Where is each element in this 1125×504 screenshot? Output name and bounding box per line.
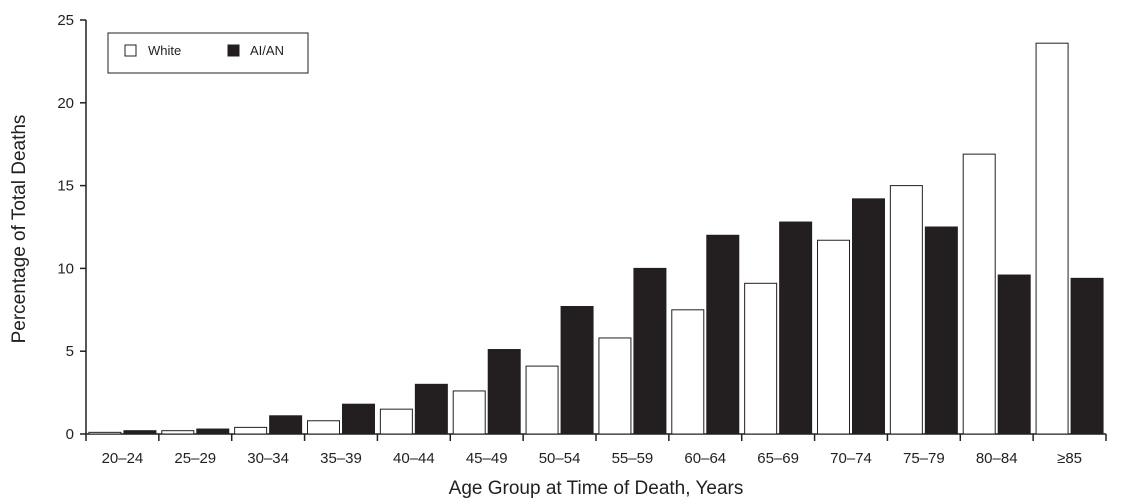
legend-swatch-aian xyxy=(227,44,240,57)
y-tick-label: 0 xyxy=(66,426,74,443)
bar-aian xyxy=(414,383,448,435)
x-tick-label: 30–34 xyxy=(247,450,289,467)
bar-aian xyxy=(1070,277,1104,435)
bar-aian xyxy=(196,428,230,435)
bar-white xyxy=(817,239,850,435)
bar-aian xyxy=(123,430,157,435)
y-ticks: 0 5 10 15 20 25 xyxy=(57,12,86,443)
y-tick-label: 10 xyxy=(57,260,74,277)
y-tick-label: 25 xyxy=(57,12,74,29)
legend-swatch-white xyxy=(124,44,137,57)
bar-aian xyxy=(560,305,594,435)
bar-white xyxy=(379,408,413,435)
x-tick-label: 70–74 xyxy=(830,450,872,467)
x-axis-title: Age Group at Time of Death, Years xyxy=(449,478,744,499)
legend: White AI/AN xyxy=(107,32,309,74)
bar-aian xyxy=(706,234,740,435)
bar-aian xyxy=(633,267,667,435)
bar-aian xyxy=(269,415,303,435)
legend-label-aian: AI/AN xyxy=(250,43,284,58)
bar-aian xyxy=(779,221,813,435)
bar-white xyxy=(161,430,195,435)
x-tick-label: 75–79 xyxy=(903,450,945,467)
bar-aian xyxy=(852,198,885,435)
bar-white xyxy=(889,185,923,435)
bar-white xyxy=(234,426,268,435)
bar-aian xyxy=(487,349,521,435)
bar-aian xyxy=(342,403,375,435)
bar-white xyxy=(452,390,486,435)
bar-white xyxy=(1035,42,1069,435)
x-tick-label: 60–64 xyxy=(684,450,726,467)
bar-aian xyxy=(997,274,1031,435)
bars xyxy=(88,42,1104,435)
x-tick-label: 40–44 xyxy=(393,450,435,467)
x-tick-label: 45–49 xyxy=(466,450,508,467)
bar-white xyxy=(744,282,778,435)
bar-white xyxy=(307,420,340,435)
x-tick-label: 80–84 xyxy=(976,450,1018,467)
x-tick-label: 55–59 xyxy=(612,450,654,467)
x-ticks: 20–24 25–29 30–34 35–39 40–44 45–49 50–54 55–59… xyxy=(85,434,1107,467)
bar-white xyxy=(525,365,559,435)
bar-white xyxy=(88,431,122,435)
x-tick-label: 20–24 xyxy=(102,450,144,467)
y-tick-label: 5 xyxy=(66,343,74,360)
x-tick-label: 65–69 xyxy=(757,450,799,467)
legend-box xyxy=(107,32,309,74)
bar-aian xyxy=(924,226,958,435)
x-tick-label: 50–54 xyxy=(539,450,581,467)
x-tick-label: ≥85 xyxy=(1057,450,1082,467)
y-axis-title: Percentage of Total Deaths xyxy=(9,115,30,344)
bar-white xyxy=(962,153,996,435)
legend-label-white: White xyxy=(148,43,181,58)
bar-white xyxy=(598,337,632,435)
x-tick-label: 35–39 xyxy=(320,450,362,467)
x-tick-label: 25–29 xyxy=(174,450,216,467)
bar-white xyxy=(671,309,705,435)
y-tick-label: 15 xyxy=(57,178,74,195)
y-tick-label: 20 xyxy=(57,95,74,112)
